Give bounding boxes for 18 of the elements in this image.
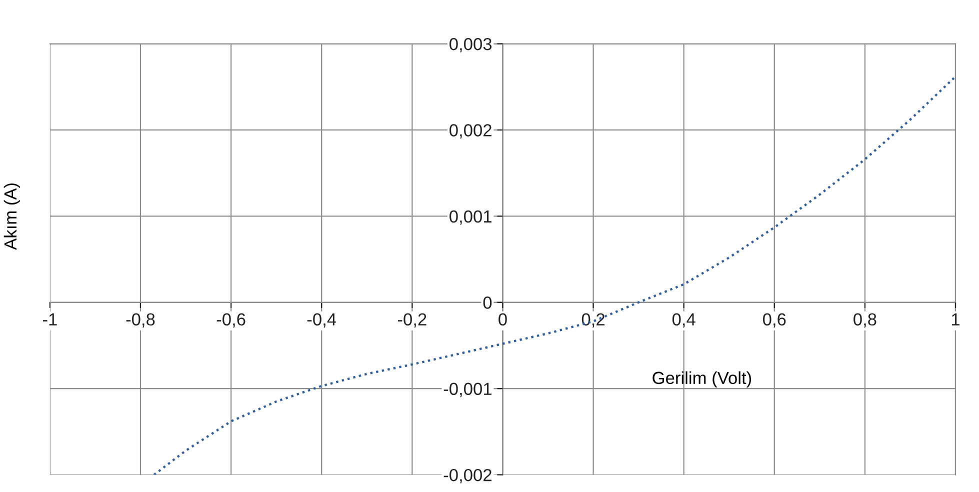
y-tick-label: -0,002	[444, 468, 492, 484]
y-tick-label: 0,003	[450, 38, 492, 52]
x-tick-label: 0,8	[854, 313, 876, 328]
x-tick-label: 0,6	[763, 313, 786, 328]
x-tick-label: 0,4	[672, 313, 696, 328]
x-tick-label: -0,4	[307, 313, 336, 328]
x-tick-label: 1	[952, 313, 960, 326]
x-tick-label: -1	[42, 313, 57, 326]
x-tick-label: -0,6	[216, 313, 246, 328]
y-tick-label: -0,001	[444, 382, 492, 398]
y-tick-label: 0	[483, 296, 492, 309]
y-axis-title: Akım (A)	[4, 184, 20, 250]
y-tick-label: 0,002	[450, 124, 492, 138]
x-tick-label: 0	[498, 313, 507, 326]
y-tick-label: 0,001	[450, 210, 492, 225]
x-tick-label: -0,8	[126, 313, 155, 328]
x-axis-title: Gerilim (Volt)	[652, 371, 752, 388]
x-tick-label: -0,2	[398, 313, 426, 328]
